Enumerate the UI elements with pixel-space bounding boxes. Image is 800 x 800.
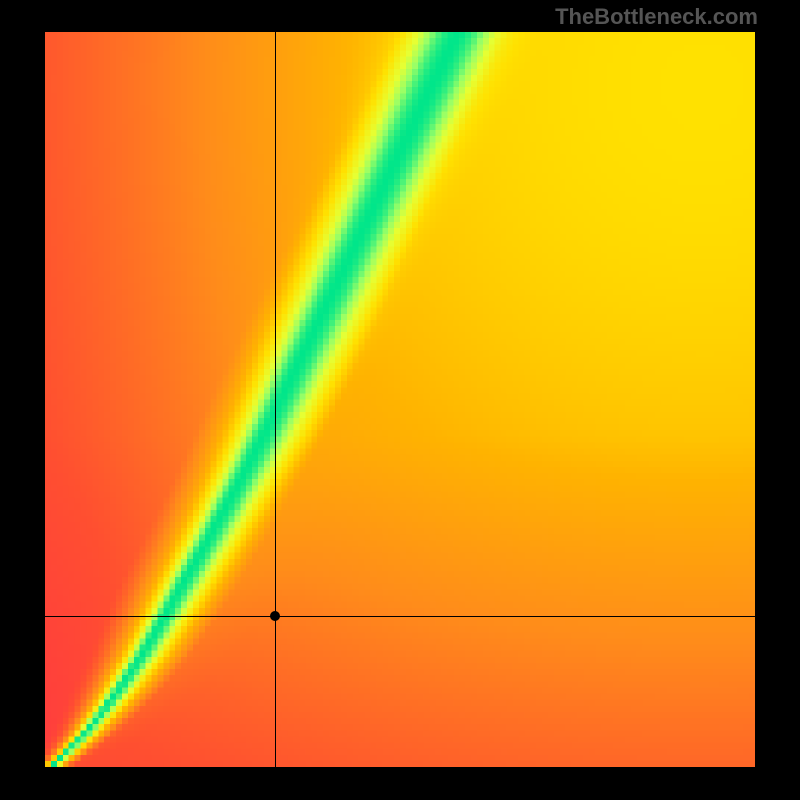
crosshair-vertical	[275, 32, 276, 767]
bottleneck-heatmap	[45, 32, 755, 767]
watermark-text: TheBottleneck.com	[555, 4, 758, 30]
crosshair-horizontal	[45, 616, 755, 617]
